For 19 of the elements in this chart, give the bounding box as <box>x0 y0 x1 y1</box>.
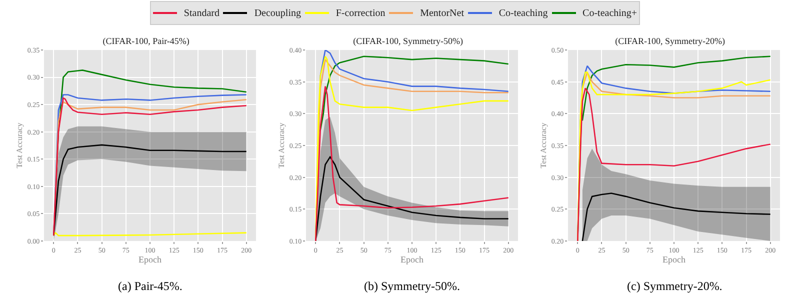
legend-label: Co-teaching+ <box>582 8 638 18</box>
legend-label: Decoupling <box>254 8 301 18</box>
y-axis-title: Test Accuracy <box>15 122 24 168</box>
legend-label: Co-teaching <box>498 8 548 18</box>
y-axis-title: Test Accuracy <box>539 122 548 168</box>
legend-label: Standard <box>184 8 220 18</box>
line-series <box>582 192 772 241</box>
legend-label: MentorNet <box>420 8 464 18</box>
x-axis-title: Epoch <box>400 254 424 264</box>
y-axis-title: Test Accuracy <box>277 122 286 168</box>
x-axis-title: Epoch <box>138 254 162 264</box>
text: (b) Symmetry-50%. <box>364 279 460 293</box>
text: (a) Pair-45%. <box>118 279 182 293</box>
chart-title: (CIFAR-100, Pair-45%) <box>102 36 190 46</box>
chart-title: (CIFAR-100, Symmetry-50%) <box>353 36 464 46</box>
legend-label: F-correction <box>336 8 386 18</box>
text: (c) Symmetry-20%. <box>627 279 722 293</box>
chart-title: (CIFAR-100, Symmetry-20%) <box>615 36 726 46</box>
x-axis-title: Epoch <box>662 254 686 264</box>
